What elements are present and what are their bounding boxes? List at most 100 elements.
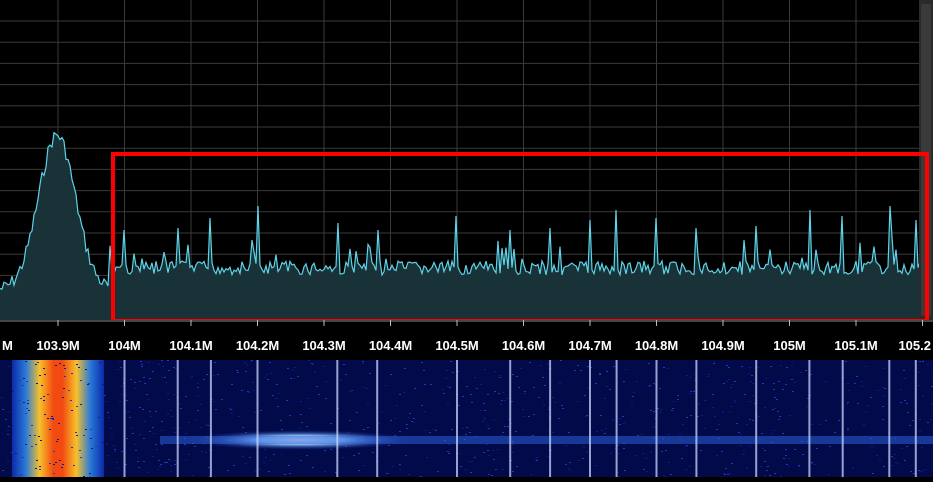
waterfall-noise <box>18 400 20 401</box>
spectrum-scrollbar[interactable] <box>919 0 933 320</box>
waterfall-noise <box>731 406 733 407</box>
waterfall-noise <box>408 417 410 418</box>
waterfall-noise <box>736 423 738 424</box>
scrollbar-thumb[interactable] <box>921 4 931 316</box>
waterfall-noise <box>749 367 751 368</box>
waterfall-noise <box>399 431 401 432</box>
waterfall-noise <box>71 447 73 448</box>
waterfall-noise <box>369 373 371 374</box>
waterfall-noise <box>185 460 187 461</box>
waterfall-noise <box>170 410 172 411</box>
waterfall-noise <box>511 401 513 402</box>
spectrum-panel[interactable] <box>0 0 933 320</box>
waterfall-noise <box>846 404 848 405</box>
waterfall-noise <box>847 402 849 403</box>
waterfall-noise <box>159 466 161 467</box>
waterfall-noise <box>650 452 652 453</box>
waterfall-noise <box>43 396 45 397</box>
waterfall-noise <box>661 451 663 452</box>
waterfall-noise <box>97 433 99 434</box>
waterfall-noise <box>316 386 318 387</box>
waterfall-noise <box>665 450 667 451</box>
waterfall-noise <box>492 450 494 451</box>
waterfall-noise <box>351 390 353 391</box>
waterfall-noise <box>743 450 745 451</box>
waterfall-noise <box>716 429 718 430</box>
waterfall-noise <box>491 475 493 476</box>
waterfall-noise <box>614 448 616 449</box>
waterfall-noise <box>255 471 257 472</box>
waterfall-noise <box>125 464 127 465</box>
waterfall-noise <box>512 444 514 445</box>
waterfall-noise <box>502 469 504 470</box>
waterfall-noise <box>242 427 244 428</box>
waterfall-noise <box>174 432 176 433</box>
waterfall-noise <box>349 420 351 421</box>
waterfall-burst-band <box>160 436 933 444</box>
waterfall-noise <box>300 414 302 415</box>
waterfall-noise <box>390 374 392 375</box>
waterfall-noise <box>543 405 545 406</box>
waterfall-noise <box>663 475 665 476</box>
waterfall-signal-line <box>808 360 811 477</box>
waterfall-noise <box>129 417 131 418</box>
waterfall-noise <box>515 431 517 432</box>
waterfall-noise <box>288 465 290 466</box>
waterfall-noise <box>287 368 289 369</box>
waterfall-noise <box>480 410 482 411</box>
waterfall-noise <box>280 420 282 421</box>
waterfall-noise <box>773 389 775 390</box>
waterfall-noise <box>213 375 215 376</box>
waterfall-noise <box>421 405 423 406</box>
waterfall-noise <box>883 368 885 369</box>
waterfall-noise <box>748 373 750 374</box>
waterfall-noise <box>752 420 754 421</box>
waterfall-noise <box>930 419 932 420</box>
waterfall-noise <box>731 463 733 464</box>
axis-tick-label: 104.7M <box>568 338 611 353</box>
waterfall-noise <box>728 379 730 380</box>
waterfall-noise <box>47 418 49 419</box>
waterfall-noise <box>912 420 914 421</box>
waterfall-noise <box>64 376 66 377</box>
waterfall-noise <box>144 383 146 384</box>
waterfall-noise <box>447 403 449 404</box>
waterfall-noise <box>7 434 9 435</box>
waterfall-noise <box>538 397 540 398</box>
waterfall-noise <box>714 416 716 417</box>
waterfall-panel[interactable] <box>0 360 933 478</box>
waterfall-noise <box>689 393 691 394</box>
waterfall-noise <box>533 414 535 415</box>
waterfall-noise <box>308 360 310 361</box>
waterfall-noise <box>599 373 601 374</box>
waterfall-noise <box>276 398 278 399</box>
waterfall-noise <box>167 414 169 415</box>
waterfall-signal-line <box>123 360 126 477</box>
waterfall-noise <box>568 468 570 469</box>
waterfall-noise <box>358 453 360 454</box>
waterfall-noise <box>578 460 580 461</box>
waterfall-noise <box>802 454 804 455</box>
waterfall-noise <box>595 465 597 466</box>
waterfall-noise <box>650 410 652 411</box>
waterfall-noise <box>325 398 327 399</box>
waterfall-noise <box>624 470 626 471</box>
waterfall-noise <box>131 428 133 429</box>
waterfall-noise <box>922 470 924 471</box>
waterfall-noise <box>470 472 472 473</box>
waterfall-noise <box>278 393 280 394</box>
waterfall-station-band <box>12 360 104 477</box>
waterfall-noise <box>59 363 61 364</box>
waterfall-noise <box>713 363 715 364</box>
waterfall-noise <box>405 455 407 456</box>
waterfall-noise <box>617 472 619 473</box>
waterfall-noise <box>671 410 673 411</box>
waterfall-noise <box>167 393 169 394</box>
waterfall-noise <box>466 386 468 387</box>
waterfall-noise <box>83 435 85 436</box>
waterfall-noise <box>41 385 43 386</box>
waterfall-noise <box>895 462 897 463</box>
waterfall-noise <box>740 445 742 446</box>
waterfall-noise <box>540 365 542 366</box>
waterfall-noise <box>28 410 30 411</box>
